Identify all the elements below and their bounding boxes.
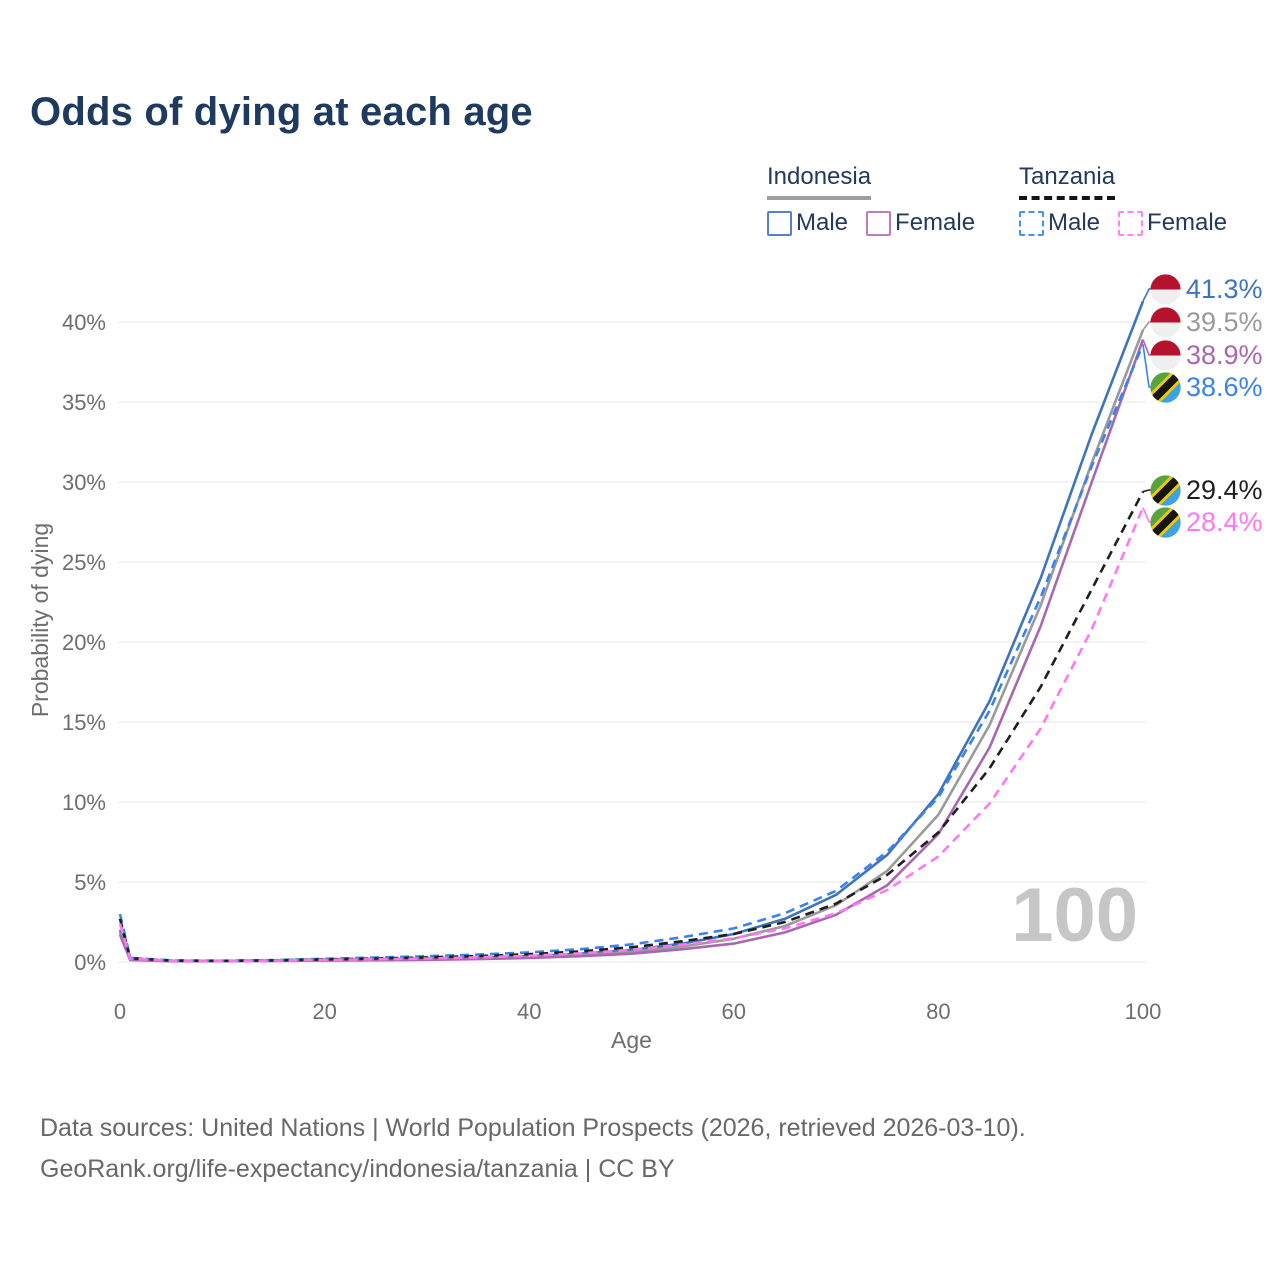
page-title: Odds of dying at each age [30, 90, 533, 134]
y-tick-label: 40% [62, 310, 106, 335]
indonesia-flag-icon [1150, 307, 1181, 338]
line-Indonesia-male[interactable] [118, 300, 1145, 963]
indonesia-male-swatch-icon [767, 210, 792, 236]
legend-item-label: Male [1048, 209, 1101, 236]
tanzania-flag-icon [1150, 475, 1181, 506]
legend-item-tanzania-male[interactable]: Male [1019, 209, 1100, 237]
legend-country-tanzania: Tanzania [1019, 163, 1116, 200]
line-Tanzania-male[interactable] [118, 343, 1145, 962]
legend-item-indonesia-female[interactable]: Female [866, 209, 975, 237]
indonesia-flag-icon [1150, 340, 1181, 371]
y-tick-label: 30% [62, 470, 106, 495]
tanzania-flag-icon [1150, 507, 1181, 538]
legend-group-tanzania: Tanzania Male Female [1019, 163, 1227, 237]
legend-country-indonesia: Indonesia [767, 163, 872, 200]
end-label-value: 39.5% [1186, 307, 1263, 337]
x-axis-title: Age [611, 1027, 652, 1053]
tanzania-male-swatch-icon [1019, 210, 1044, 236]
end-label-Tanzania-total: 29.4% [1150, 474, 1263, 507]
line-Indonesia-female[interactable] [118, 339, 1145, 963]
end-label-value: 38.6% [1186, 372, 1263, 402]
footer-line-url: GeoRank.org/life-expectancy/indonesia/ta… [40, 1155, 675, 1183]
x-tick-label: 80 [926, 999, 950, 1024]
tanzania-female-swatch-icon [1118, 210, 1144, 236]
age-watermark: 100 [1011, 873, 1138, 958]
line-Tanzania-female[interactable] [118, 507, 1145, 963]
end-label-value: 29.4% [1186, 475, 1263, 505]
y-tick-label: 0% [74, 950, 106, 975]
end-label-value: 28.4% [1186, 507, 1263, 537]
y-axis-title: Probability of dying [27, 523, 53, 717]
y-tick-label: 20% [62, 630, 106, 655]
y-tick-label: 25% [62, 550, 106, 575]
legend-item-label: Female [895, 209, 976, 236]
end-label-value: 38.9% [1186, 340, 1263, 370]
x-tick-label: 60 [722, 999, 746, 1024]
x-tick-label: 0 [114, 999, 126, 1024]
legend-group-indonesia: Indonesia Male Female [767, 163, 975, 237]
y-tick-label: 35% [62, 390, 106, 415]
x-tick-label: 40 [517, 999, 541, 1024]
indonesia-flag-icon [1150, 274, 1181, 305]
end-label-Indonesia-male: 41.3% [1150, 273, 1263, 306]
legend-item-label: Male [796, 209, 849, 236]
legend-item-tanzania-female[interactable]: Female [1118, 209, 1227, 237]
end-label-Indonesia-female: 38.9% [1150, 339, 1263, 372]
y-tick-label: 5% [74, 870, 106, 895]
end-label-Indonesia-total: 39.5% [1150, 306, 1263, 339]
y-tick-label: 10% [62, 790, 106, 815]
end-label-Tanzania-female: 28.4% [1150, 506, 1263, 539]
tanzania-flag-icon [1150, 372, 1181, 403]
data-source-note: Data sources: United Nations | World Pop… [40, 1108, 1026, 1190]
x-tick-label: 100 [1125, 999, 1162, 1024]
legend-item-indonesia-male[interactable]: Male [767, 209, 848, 237]
end-label-Tanzania-male: 38.6% [1150, 371, 1263, 404]
x-tick-label: 20 [312, 999, 336, 1024]
footer-line-sources: Data sources: United Nations | World Pop… [40, 1114, 1026, 1142]
indonesia-female-swatch-icon [866, 210, 892, 236]
legend-item-label: Female [1147, 209, 1228, 236]
y-tick-label: 15% [62, 710, 106, 735]
end-label-value: 41.3% [1186, 274, 1263, 304]
line-Indonesia-total[interactable] [118, 329, 1145, 963]
